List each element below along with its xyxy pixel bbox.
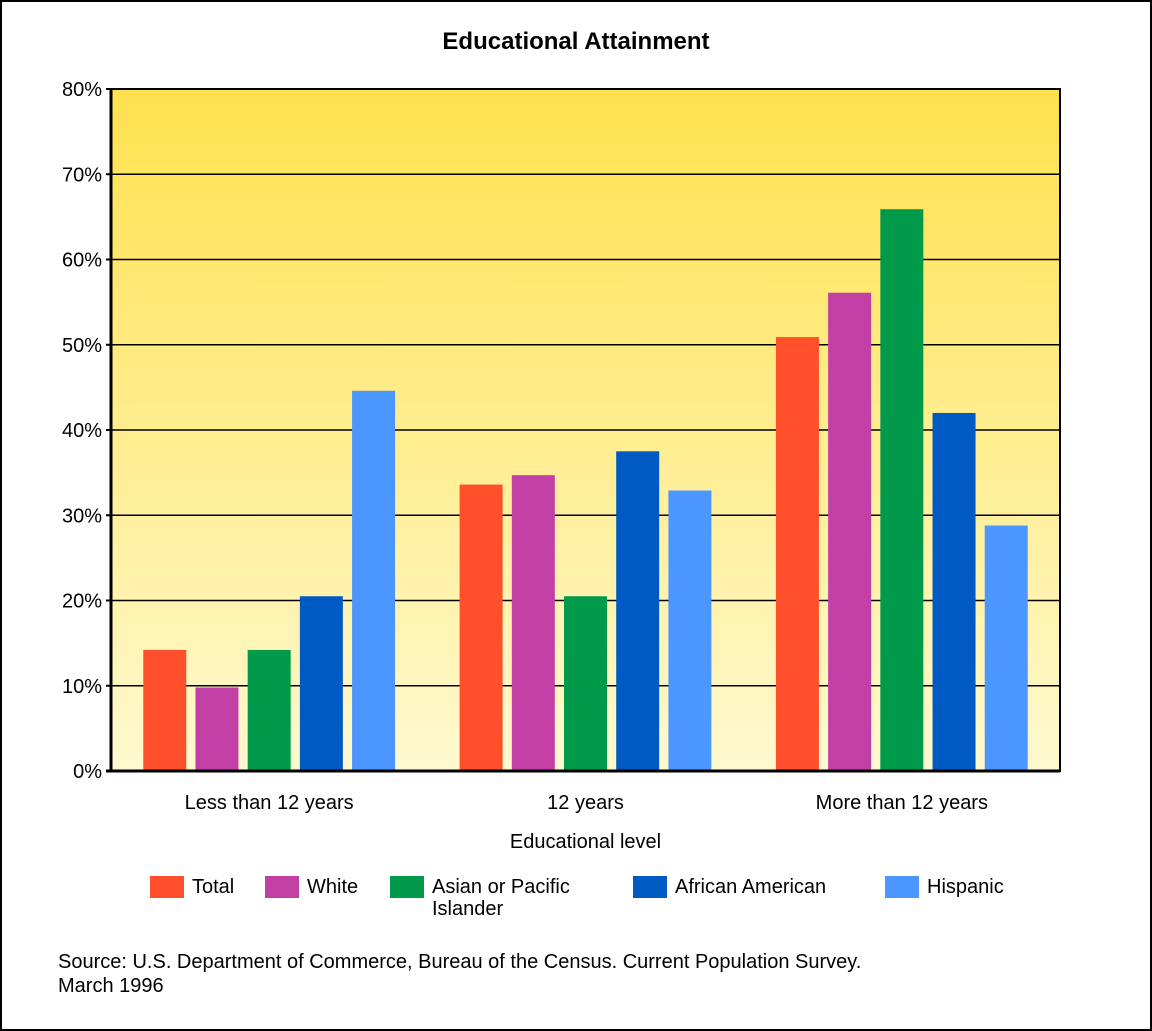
bar [352,390,396,771]
y-tick-label: 80% [62,79,102,101]
legend-item: Total [150,876,234,898]
y-tick-label: 40% [62,420,102,442]
bar [984,525,1028,771]
legend: Total White Asian or Pacific Islander Afric… [0,876,1152,936]
x-tick-label: 12 years [547,792,624,814]
bar [299,596,343,771]
y-tick-label: 0% [73,761,102,783]
legend-item: Hispanic [885,876,1004,898]
legend-label: Hispanic [927,876,1004,898]
y-tick-label: 70% [62,164,102,186]
legend-label: White [307,876,359,898]
bar [511,475,555,771]
legend-swatch [265,876,299,898]
chart-svg: 0% 10% 20% 30% 40% 50% 60% 70% 80% Less than 12 y… [62,79,1061,853]
legend-swatch [390,876,424,898]
y-tick-label: 10% [62,676,102,698]
legend-label: Asian or Pacific Islander [432,876,570,920]
legend-swatch [885,876,919,898]
legend-swatch [150,876,184,898]
bar [195,687,239,771]
y-tick-label: 30% [62,505,102,527]
legend-label: Total [192,876,235,898]
bar [616,451,660,771]
bar [668,490,712,771]
x-tick-label: More than 12 years [816,792,988,814]
y-tick-label: 50% [62,335,102,357]
bar [143,649,187,771]
legend-label: African American [675,876,827,898]
bar [932,412,976,771]
legend-item: African American [633,876,826,898]
bar [775,337,819,771]
y-tick-label: 60% [62,250,102,272]
bar [828,292,872,771]
legend-item: White [265,876,358,898]
bar [459,484,503,771]
x-axis-title: Educational level [510,831,661,853]
bar [880,209,924,771]
bar [247,649,291,771]
legend-item: Asian or Pacific Islander [390,876,570,920]
legend-swatch [633,876,667,898]
source-note: Source: U.S. Department of Commerce, Bur… [58,951,862,997]
y-tick-label: 20% [62,591,102,613]
chart-title: Educational Attainment [442,28,710,55]
x-tick-label: Less than 12 years [185,792,354,814]
bar [564,596,607,771]
